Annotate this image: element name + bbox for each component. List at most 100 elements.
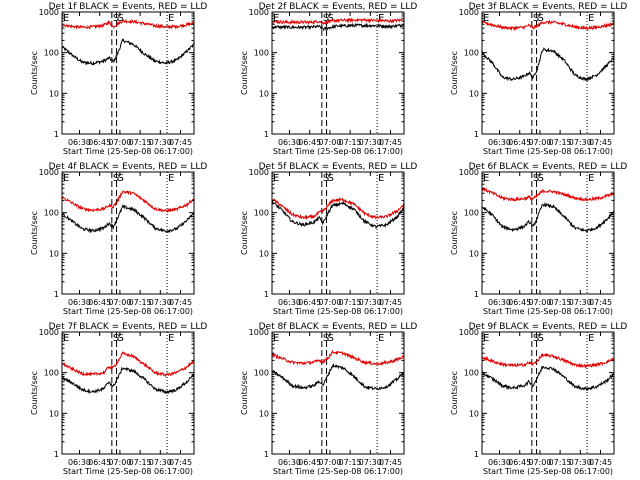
y-tick-label: 1000 [249,328,269,337]
x-tick-label: 07:30 [359,138,382,147]
series-events-line [481,365,615,392]
y-tick-label: 1 [474,450,479,459]
y-tick-label: 100 [44,49,59,58]
x-tick-label: 06:30 [68,298,91,307]
panel-title: Det 1f BLACK = Events, RED = LLD [49,2,208,12]
y-axis-label: Counts/sec [30,51,39,95]
event-label: E [588,13,594,24]
x-tick-label: 07:15 [129,298,152,307]
series-events-line [61,38,195,66]
event-label: S [113,173,119,184]
x-tick-label: 06:30 [278,138,301,147]
event-label: S [328,333,334,344]
x-tick-label: 07:00 [318,298,341,307]
y-tick-label: 100 [44,369,59,378]
x-tick-label: 07:45 [379,458,402,467]
x-tick-label: 07:45 [589,458,612,467]
event-label: E [273,13,279,24]
x-tick-label: 07:15 [339,298,362,307]
series-lld-line [271,349,405,366]
x-tick-label: 07:15 [549,298,572,307]
x-tick-label: 07:00 [528,138,551,147]
y-tick-label: 1 [54,130,59,139]
x-tick-label: 07:00 [528,298,551,307]
y-tick-label: 100 [44,209,59,218]
x-axis-label: Start Time (25-Sep-08 06:17:00) [63,467,193,476]
y-tick-label: 1 [474,130,479,139]
event-label: E [483,333,489,344]
x-tick-label: 07:15 [339,138,362,147]
event-label: S [323,13,329,24]
series-events-line [61,204,195,234]
event-label: S [323,333,329,344]
y-tick-label: 10 [469,249,479,258]
event-label: E [168,173,174,184]
event-label: E [63,173,69,184]
event-label: E [273,173,279,184]
x-tick-label: 07:45 [379,138,402,147]
x-axis-label: Start Time (25-Sep-08 06:17:00) [483,307,613,316]
y-tick-label: 10 [49,409,59,418]
x-tick-label: 07:30 [359,298,382,307]
y-tick-label: 1000 [459,168,479,177]
x-tick-label: 07:45 [589,138,612,147]
x-tick-label: 06:30 [278,458,301,467]
event-label: E [483,173,489,184]
series-events-line [271,22,405,32]
x-tick-label: 07:30 [359,458,382,467]
y-tick-label: 1 [54,290,59,299]
event-label: S [538,13,544,24]
x-tick-label: 07:15 [129,458,152,467]
y-tick-label: 10 [469,89,479,98]
y-tick-label: 100 [254,209,269,218]
x-tick-label: 06:30 [278,298,301,307]
panel-title: Det 6f BLACK = Events, RED = LLD [469,162,628,172]
event-label: E [483,13,489,24]
series-lld-line [481,19,615,32]
x-tick-label: 06:45 [298,298,321,307]
plot-frame [481,331,615,455]
event-label: E [378,333,384,344]
x-tick-label: 07:00 [528,458,551,467]
x-tick-label: 07:30 [149,298,172,307]
y-tick-label: 100 [464,49,479,58]
event-label: E [63,13,69,24]
x-axis-label: Start Time (25-Sep-08 06:17:00) [483,147,613,156]
x-tick-label: 07:15 [339,458,362,467]
panel-title: Det 3f BLACK = Events, RED = LLD [469,2,628,12]
x-tick-label: 06:45 [508,298,531,307]
x-tick-label: 07:45 [169,458,192,467]
event-label: S [113,333,119,344]
x-tick-label: 07:45 [169,298,192,307]
x-tick-label: 07:00 [318,458,341,467]
x-tick-label: 07:30 [569,458,592,467]
series-lld-line [61,351,195,378]
panel-title: Det 7f BLACK = Events, RED = LLD [49,322,208,332]
x-axis-label: Start Time (25-Sep-08 06:17:00) [273,147,403,156]
event-label: S [328,173,334,184]
plot-frame [271,11,405,135]
y-tick-label: 10 [49,249,59,258]
x-tick-label: 06:45 [298,138,321,147]
x-tick-label: 06:30 [68,458,91,467]
series-events-line [481,201,615,233]
y-tick-label: 100 [464,209,479,218]
plot-frame [271,171,405,295]
y-tick-label: 1000 [39,168,59,177]
y-axis-label: Counts/sec [30,371,39,415]
y-tick-label: 1 [474,290,479,299]
panel-title: Det 8f BLACK = Events, RED = LLD [259,322,418,332]
event-label: S [328,13,334,24]
series-events-line [61,366,195,395]
y-axis-label: Counts/sec [450,371,459,415]
y-tick-label: 100 [254,369,269,378]
y-tick-label: 1000 [249,8,269,17]
event-label: S [538,173,544,184]
y-tick-label: 1 [264,130,269,139]
